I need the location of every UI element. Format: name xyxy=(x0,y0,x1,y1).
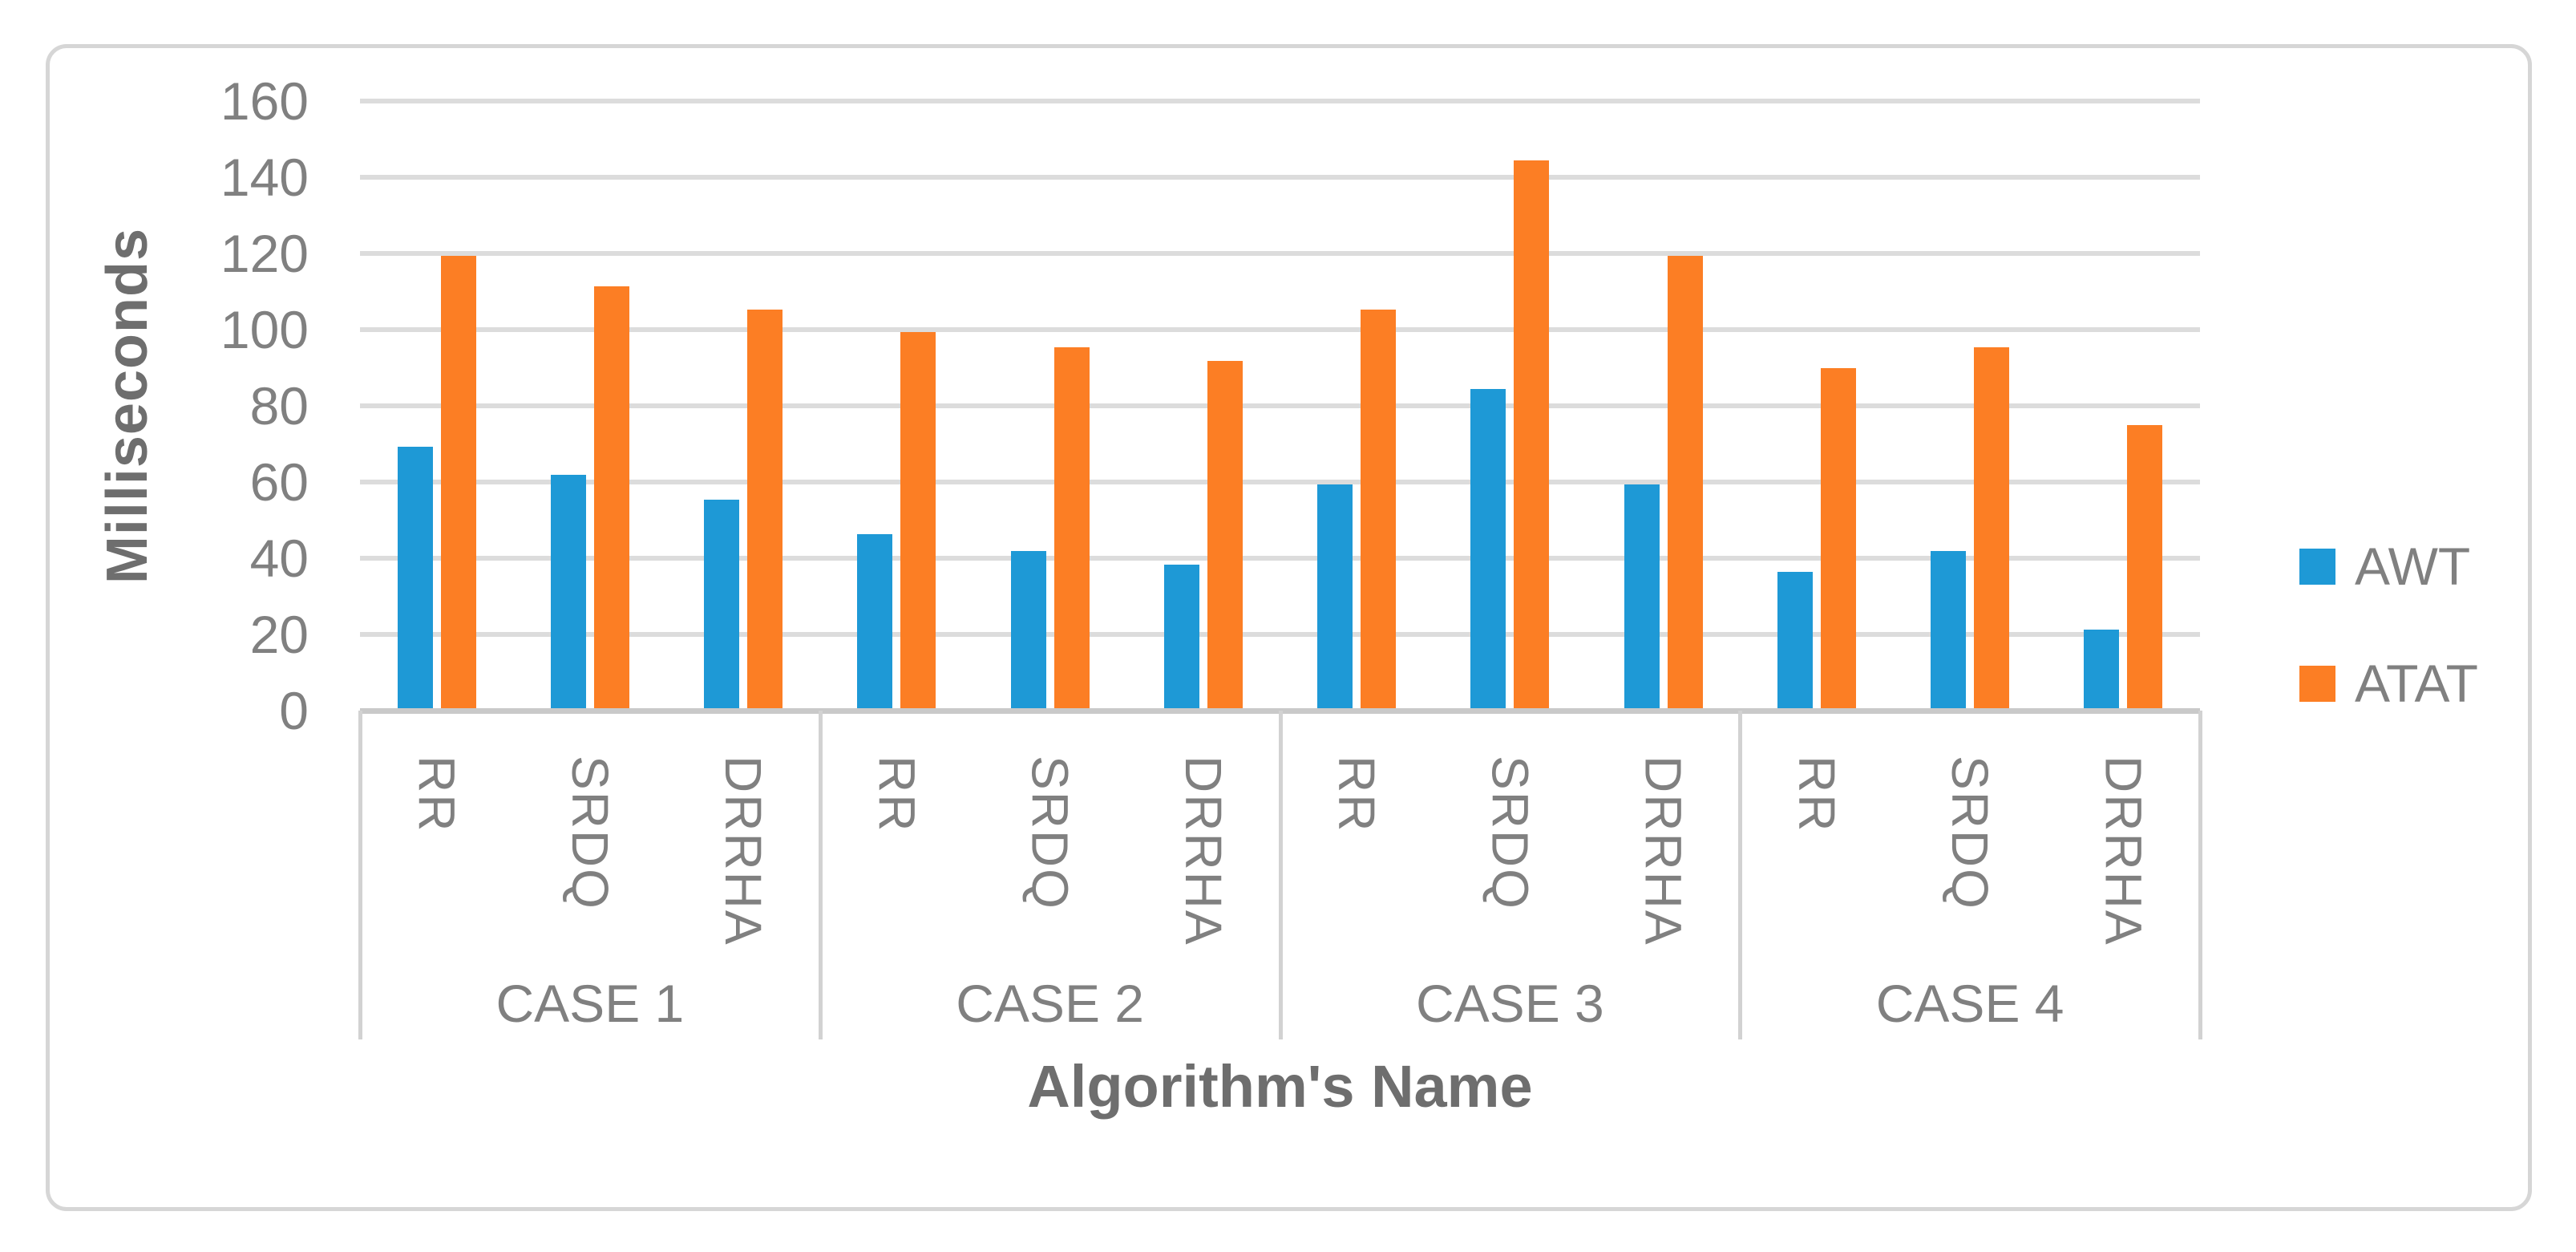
y-tick-label-120: 120 xyxy=(220,224,309,283)
bar-awt-case4-drrha xyxy=(2084,629,2120,713)
category-separator-4 xyxy=(2198,711,2202,1039)
bar-awt-case3-srdq xyxy=(1470,389,1506,713)
category-separator-0 xyxy=(358,711,362,1039)
category-label-rr-2: RR xyxy=(867,756,926,833)
legend-label-awt: AWT xyxy=(2355,537,2471,596)
x-axis-title: Algorithm's Name xyxy=(1027,1053,1533,1120)
bar-atat-case4-drrha xyxy=(2127,425,2163,713)
category-label-drrha-4: DRRHA xyxy=(2094,756,2153,946)
legend: AWT ATAT xyxy=(2299,530,2478,719)
gridline-80 xyxy=(360,403,2200,408)
group-label-3: CASE 3 xyxy=(1415,974,1604,1033)
category-label-srdq-1: SRDQ xyxy=(560,756,619,910)
category-label-drrha-1: DRRHA xyxy=(714,756,773,946)
category-label-rr-3: RR xyxy=(1328,756,1386,833)
bar-awt-case4-rr xyxy=(1777,572,1813,713)
group-label-2: CASE 2 xyxy=(956,974,1145,1033)
y-tick-label-20: 20 xyxy=(249,605,309,664)
bar-awt-case3-rr xyxy=(1317,484,1353,713)
y-tick-label-160: 160 xyxy=(220,71,309,131)
legend-item-awt: AWT xyxy=(2299,530,2478,602)
gridline-160 xyxy=(360,99,2200,103)
bar-awt-case1-rr xyxy=(397,446,433,713)
category-separator-3 xyxy=(1738,711,1743,1039)
bar-awt-case2-drrha xyxy=(1163,564,1199,713)
category-label-srdq-4: SRDQ xyxy=(1941,756,2000,910)
legend-swatch-awt-icon xyxy=(2299,548,2335,585)
gridline-120 xyxy=(360,251,2200,256)
category-separator-2 xyxy=(1278,711,1283,1039)
bar-awt-case1-srdq xyxy=(550,475,586,713)
category-label-drrha-3: DRRHA xyxy=(1634,756,1692,946)
bar-awt-case3-drrha xyxy=(1624,484,1660,713)
legend-swatch-atat-icon xyxy=(2299,665,2335,702)
bar-awt-case2-rr xyxy=(857,533,893,713)
legend-label-atat: ATAT xyxy=(2355,654,2478,713)
bar-atat-case2-drrha xyxy=(1207,360,1243,713)
category-label-rr-1: RR xyxy=(407,756,466,833)
y-tick-label-100: 100 xyxy=(220,300,309,359)
bar-awt-case2-srdq xyxy=(1010,551,1046,713)
bar-awt-case1-drrha xyxy=(704,500,740,713)
bar-atat-case1-rr xyxy=(440,256,476,713)
category-label-rr-4: RR xyxy=(1787,756,1846,833)
y-tick-label-0: 0 xyxy=(279,681,309,740)
gridline-20 xyxy=(360,632,2200,637)
category-separator-1 xyxy=(818,711,823,1039)
group-label-1: CASE 1 xyxy=(495,974,685,1033)
group-label-4: CASE 4 xyxy=(1875,974,2064,1033)
legend-item-atat: ATAT xyxy=(2299,647,2478,719)
gridline-60 xyxy=(360,480,2200,484)
bar-atat-case1-drrha xyxy=(747,309,783,713)
y-tick-label-80: 80 xyxy=(249,376,309,436)
plot-area xyxy=(360,99,2200,713)
gridline-140 xyxy=(360,175,2200,180)
category-label-drrha-2: DRRHA xyxy=(1174,756,1232,946)
bar-awt-case4-srdq xyxy=(1931,551,1967,713)
y-tick-label-40: 40 xyxy=(249,529,309,588)
y-tick-label-140: 140 xyxy=(220,148,309,207)
category-label-srdq-3: SRDQ xyxy=(1481,756,1539,910)
gridline-40 xyxy=(360,556,2200,561)
bar-atat-case3-rr xyxy=(1361,309,1397,713)
y-tick-label-60: 60 xyxy=(249,452,309,512)
bar-atat-case3-srdq xyxy=(1514,160,1550,713)
category-label-srdq-2: SRDQ xyxy=(1021,756,1079,910)
bar-atat-case3-drrha xyxy=(1667,256,1703,713)
bar-atat-case1-srdq xyxy=(593,286,629,713)
bar-atat-case2-srdq xyxy=(1053,347,1090,713)
bar-atat-case2-rr xyxy=(900,332,936,713)
bar-atat-case4-rr xyxy=(1820,368,1856,713)
bar-atat-case4-srdq xyxy=(1974,347,2010,713)
gridline-100 xyxy=(360,327,2200,332)
chart-frame xyxy=(46,44,2532,1211)
